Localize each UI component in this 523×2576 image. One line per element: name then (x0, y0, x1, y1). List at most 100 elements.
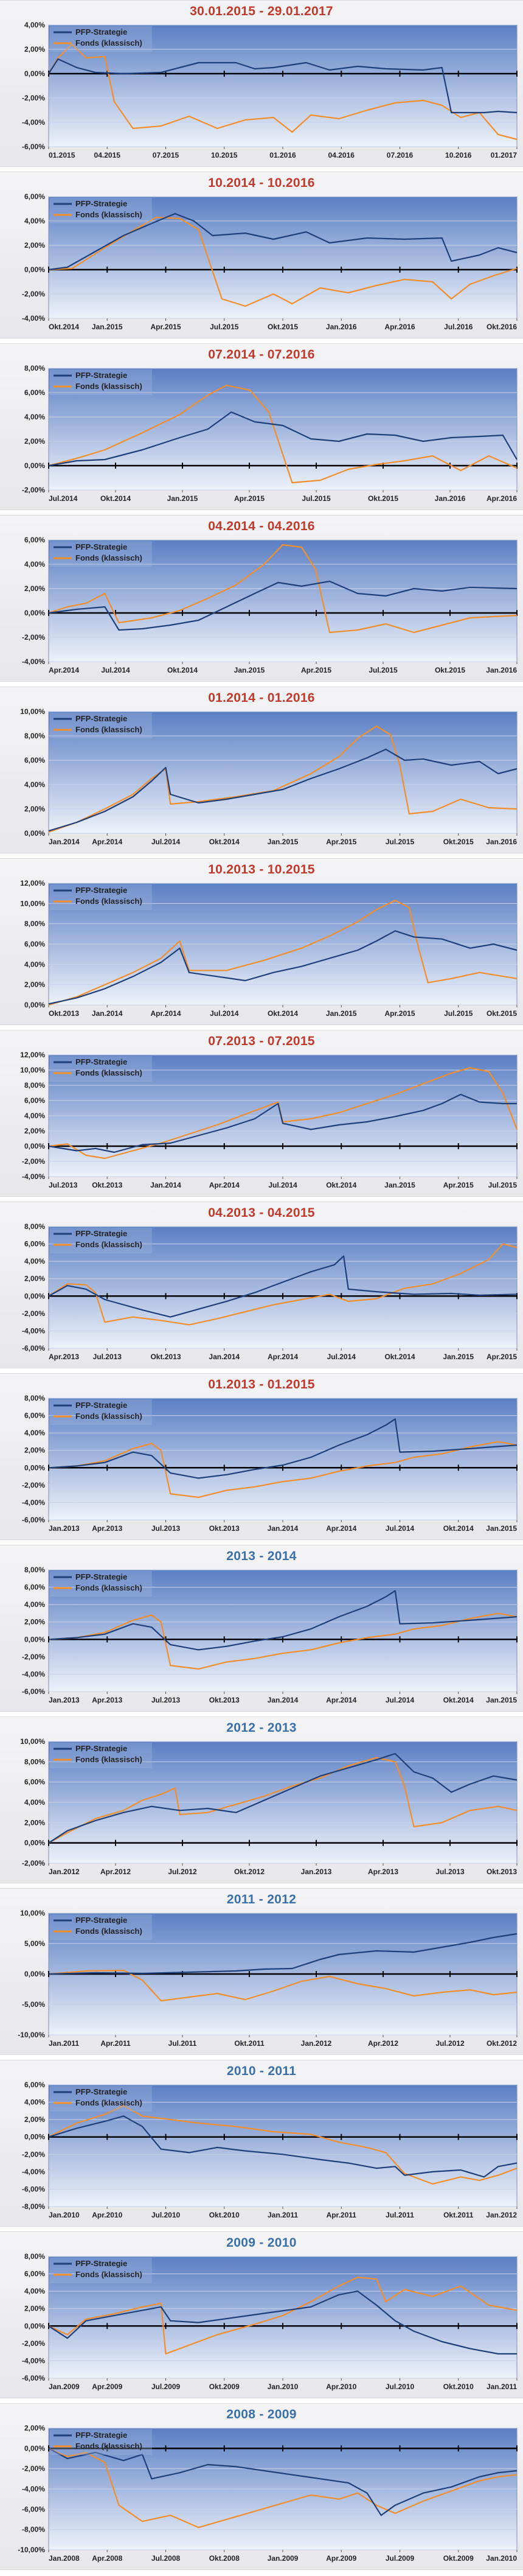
legend-label: PFP-Strategie (75, 1229, 127, 1238)
y-tick-label: -4,00% (22, 314, 45, 323)
x-tick-label: Okt.2013 (150, 1353, 181, 1361)
x-tick-label: Apr.2015 (384, 1009, 415, 1018)
series-line-fonds-klassisch (48, 1969, 518, 2002)
x-tick-label: Jul.2014 (210, 1009, 239, 1018)
legend-label: PFP-Strategie (75, 1916, 127, 1925)
x-tick-label: Jan.2011 (487, 2382, 517, 2391)
x-tick-label: Jan.2015 (326, 1009, 357, 1018)
y-tick-label: 2,00% (24, 584, 45, 593)
y-tick-label: 6,00% (24, 940, 45, 948)
x-tick-label: Jul.2011 (168, 2039, 197, 2048)
x-tick-label: Okt.2016 (487, 323, 517, 331)
x-tick-label: Apr.2015 (487, 1353, 517, 1361)
series-line-pfp-strategie (48, 1255, 518, 1318)
x-tick-label: Okt.2014 (209, 838, 240, 846)
chart-panel: 2010 - 2011 6,00% 4,00% 2,00% 0,00% -2,00% -4,… (0, 2060, 523, 2227)
plot-area (48, 711, 518, 834)
series-line-pfp-strategie (48, 1093, 517, 1153)
x-tick-label: Apr.2011 (327, 2211, 357, 2219)
line-chart: 6,00% 4,00% 2,00% 0,00% -2,00% -4,00% Apr.2014… (22, 536, 518, 674)
legend-box (50, 198, 152, 223)
series-line-fonds-klassisch (48, 216, 518, 307)
chart-title: 30.01.2015 - 29.01.2017 (190, 4, 333, 18)
legend-label: PFP-Strategie (75, 1572, 127, 1581)
x-tick-label: Jan.2016 (435, 494, 466, 503)
y-tick-label: 8,00% (24, 1566, 45, 1574)
legend-label: PFP-Strategie (75, 886, 127, 895)
series-line-pfp-strategie (48, 2291, 517, 2355)
y-tick-label: 10,00% (20, 1066, 45, 1074)
x-tick-label: Apr.2013 (49, 1353, 79, 1361)
y-tick-label: -2,00% (22, 1309, 45, 1318)
x-tick-label: Apr.2014 (326, 1696, 356, 1704)
y-tick-label: 0,00% (24, 2133, 45, 2141)
chart-title: 2008 - 2009 (226, 2407, 297, 2421)
y-tick-label: -2,00% (22, 290, 45, 298)
y-tick-label: 8,00% (24, 1081, 45, 1090)
y-tick-label: 4,00% (24, 2098, 45, 2107)
legend-label: PFP-Strategie (75, 2259, 127, 2268)
x-tick-label: Apr.2010 (92, 2211, 122, 2219)
y-tick-label: -10,00% (18, 2031, 45, 2039)
x-tick-label: Jul.2015 (210, 323, 239, 331)
legend-label: Fonds (klassisch) (75, 2270, 142, 2279)
x-tick-label: Jan.2012 (486, 2211, 517, 2219)
y-tick-label: 4,00% (24, 217, 45, 225)
x-tick-label: 01.2015 (49, 151, 75, 159)
line-chart: 6,00% 4,00% 2,00% 0,00% -2,00% -4,00% -6,00% -8… (22, 2081, 518, 2219)
x-tick-label: Jul.2014 (151, 838, 181, 846)
x-tick-label: Jul.2014 (386, 1524, 415, 1533)
x-tick-label: Okt.2012 (487, 2039, 517, 2048)
x-tick-label: Okt.2013 (92, 1181, 122, 1189)
y-tick-label: -6,00% (22, 1344, 45, 1353)
chart-title: 2013 - 2014 (226, 1549, 297, 1563)
x-tick-label: Apr.2016 (487, 494, 517, 503)
legend-box (50, 1056, 152, 1082)
y-tick-label: 2,00% (24, 2115, 45, 2124)
y-tick-label: -4,00% (22, 1326, 45, 1335)
x-tick-label: Okt.2013 (209, 1696, 240, 1704)
legend-label: PFP-Strategie (75, 714, 127, 723)
x-tick-label: Jan.2015 (486, 1696, 517, 1704)
x-tick-label: Jul.2014 (268, 1181, 297, 1189)
legend-box (50, 1228, 152, 1253)
x-tick-label: Jul.2015 (369, 666, 398, 674)
y-tick-label: 2,00% (24, 437, 45, 446)
legend-label: Fonds (klassisch) (75, 1240, 142, 1249)
y-tick-label: -4,00% (22, 2485, 45, 2493)
plot-area (48, 539, 518, 662)
y-tick-label: -4,00% (22, 1172, 45, 1181)
y-tick-label: -4,00% (22, 2356, 45, 2365)
series-line-pfp-strategie (48, 1933, 518, 1975)
chart-panel: 10.2014 - 10.2016 6,00% 4,00% 2,00% 0,00% -2,… (0, 172, 523, 338)
legend-label: Fonds (klassisch) (75, 2098, 142, 2107)
legend-label: Fonds (klassisch) (75, 1755, 142, 1764)
chart-panel: 04.2014 - 04.2016 6,00% 4,00% 2,00% 0,00% -2,… (0, 515, 523, 682)
legend-box (50, 2086, 152, 2112)
x-tick-label: Okt.2011 (443, 2211, 474, 2219)
series-line-fonds-klassisch (48, 1757, 518, 1844)
plot-area (48, 1398, 518, 1521)
series-line-pfp-strategie (48, 748, 518, 832)
y-tick-label: -6,00% (22, 2185, 45, 2193)
y-tick-label: -10,00% (18, 2546, 45, 2554)
y-tick-label: -6,00% (22, 1516, 45, 1524)
x-tick-label: Jul.2013 (435, 1867, 465, 1876)
y-tick-label: -8,00% (22, 2202, 45, 2211)
x-tick-label: Jan.2012 (301, 2039, 332, 2048)
chart-panel: 30.01.2015 - 29.01.2017 4,00% 2,00% 0,00% -2… (0, 0, 523, 167)
x-tick-label: Okt.2013 (49, 1009, 79, 1018)
y-tick-label: -4,00% (22, 1670, 45, 1678)
chart-title: 01.2013 - 01.2015 (208, 1377, 315, 1391)
y-tick-label: 0,00% (24, 1142, 45, 1150)
x-tick-label: Jul.2012 (168, 1867, 197, 1876)
y-tick-label: -6,00% (22, 142, 45, 151)
line-chart: 8,00% 6,00% 4,00% 2,00% 0,00% -2,00% Jul.2014 O… (22, 365, 518, 503)
x-tick-label: 10.2015 (211, 151, 238, 159)
y-tick-label: 6,00% (24, 2270, 45, 2278)
x-tick-label: Jan.2010 (486, 2554, 517, 2563)
x-tick-label: Jul.2013 (151, 1696, 181, 1704)
series-line-fonds-klassisch (48, 2105, 518, 2185)
plot-area (48, 24, 518, 147)
line-chart: 8,00% 6,00% 4,00% 2,00% 0,00% -2,00% -4,00% -6,… (22, 2253, 518, 2391)
